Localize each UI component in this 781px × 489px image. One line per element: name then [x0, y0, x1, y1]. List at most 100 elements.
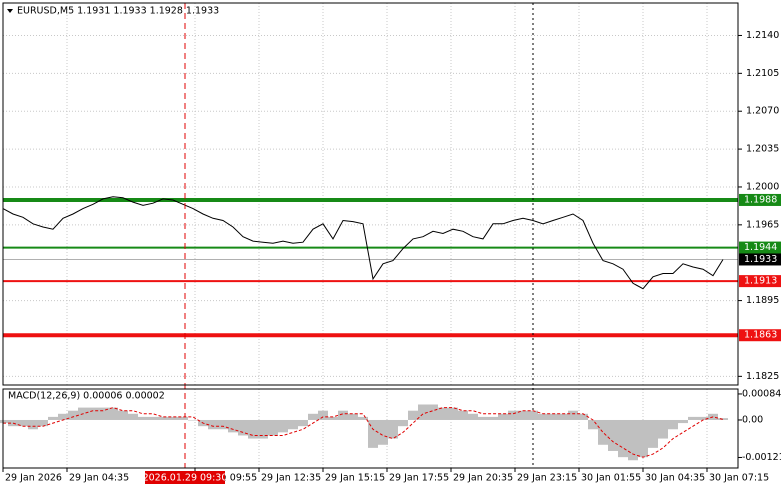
- histogram-bar: [298, 419, 308, 427]
- histogram-bar: [538, 413, 548, 420]
- histogram-bar: [8, 419, 18, 427]
- histogram-bar: [378, 419, 388, 445]
- histogram-bar: [558, 413, 568, 420]
- last-price-tag: [739, 253, 781, 266]
- x-tick-label: 29 Jan 17:55: [389, 473, 449, 484]
- y-tick-label: 0.00084: [742, 388, 781, 399]
- histogram-bar: [508, 410, 518, 420]
- histogram-bar: [468, 413, 478, 420]
- histogram-bar: [28, 419, 38, 430]
- histogram-bar: [518, 410, 528, 420]
- level-tag-label: 1.1913: [744, 276, 777, 287]
- histogram-bar: [618, 419, 628, 458]
- histogram-bar: [498, 413, 508, 420]
- x-tick-label: 29 Jan 12:35: [261, 473, 321, 484]
- histogram-bar: [268, 419, 278, 436]
- y-tick-label: 1.2035: [746, 144, 779, 155]
- histogram-bar: [88, 407, 98, 420]
- level-tag: [739, 241, 781, 254]
- histogram-bar: [0, 419, 8, 424]
- histogram-bar: [158, 416, 168, 420]
- histogram-bar: [48, 416, 58, 420]
- histogram-bar: [188, 419, 198, 421]
- macd-title: MACD(12,26,9) 0.00006 0.00002: [8, 391, 165, 402]
- x-tick-label: 30 Jan 01:55: [581, 473, 641, 484]
- histogram-bar: [368, 419, 378, 448]
- histogram-bar: [148, 416, 158, 420]
- histogram-bar: [248, 419, 258, 439]
- histogram-bar: [668, 419, 678, 430]
- histogram-bar: [678, 419, 688, 424]
- histogram-bar: [448, 407, 458, 420]
- histogram-bar: [38, 419, 48, 427]
- histogram-bar: [288, 419, 298, 430]
- histogram-bar: [218, 419, 228, 430]
- histogram-bar: [478, 416, 488, 420]
- histogram-bar: [408, 410, 418, 420]
- y-tick-label: 0.00: [742, 414, 763, 425]
- x-tick-label: 29 Jan 2026: [5, 473, 62, 484]
- y-tick-label: 1.2105: [746, 68, 779, 79]
- histogram-bar: [338, 410, 348, 420]
- histogram-bar: [418, 404, 428, 420]
- histogram-bar: [138, 416, 148, 420]
- x-tick-label: 29 Jan 04:35: [69, 473, 129, 484]
- x-tick-label: 30 Jan 07:15: [709, 473, 769, 484]
- macd-frame: [2, 388, 739, 469]
- histogram-bar: [698, 416, 708, 420]
- histogram-bar: [588, 419, 598, 430]
- price-panel: [2, 3, 738, 468]
- x-tick-label: 29 Jan 20:35: [453, 473, 513, 484]
- histogram-bar: [98, 407, 108, 420]
- histogram-bar: [178, 416, 188, 420]
- histogram-bar: [438, 407, 448, 420]
- histogram-bar: [608, 419, 618, 451]
- marker-label: 2026.01.29 09:30: [143, 473, 228, 484]
- histogram-bar: [578, 413, 588, 420]
- y-tick-label: 1.1895: [746, 295, 779, 306]
- histogram-bar: [388, 419, 398, 439]
- histogram-bar: [258, 419, 268, 439]
- histogram-bar: [18, 419, 28, 427]
- level-tag: [739, 329, 781, 342]
- x-tick-label: 30 Jan 04:35: [645, 473, 705, 484]
- level-tag: [739, 275, 781, 288]
- histogram-bar: [358, 416, 368, 420]
- menu-arrow[interactable]: [7, 9, 13, 13]
- chart-title: EURUSD,M5 1.1931 1.1933 1.1928 1.1933: [17, 6, 219, 17]
- x-tick-label: 29 Jan 09:55: [197, 473, 257, 484]
- histogram-bar: [428, 404, 438, 420]
- histogram-bar: [548, 413, 558, 420]
- histogram-bar: [528, 410, 538, 420]
- level-tag-label: 1.1863: [744, 330, 777, 341]
- level-tag-label: 1.1944: [744, 242, 777, 253]
- histogram-bar: [128, 413, 138, 420]
- macd-panel: [0, 389, 728, 468]
- histogram-bar: [488, 416, 498, 420]
- y-tick-label: 1.2070: [746, 106, 779, 117]
- histogram-bar: [278, 419, 288, 433]
- histogram-bar: [118, 410, 128, 420]
- histogram-bar: [348, 413, 358, 420]
- histogram-bar: [238, 419, 248, 436]
- price-line: [2, 196, 724, 290]
- x-tick-label: 29 Jan 15:15: [325, 473, 385, 484]
- histogram-bar: [568, 410, 578, 420]
- histogram-bar: [68, 410, 78, 420]
- x-tick-label: 29 Jan 23:15: [517, 473, 577, 484]
- level-tag: [739, 193, 781, 206]
- y-tick-label: 1.2140: [746, 30, 779, 41]
- histogram-bar: [228, 419, 238, 433]
- histogram-bar: [648, 419, 658, 448]
- level-tag-label: 1.1988: [744, 194, 777, 205]
- price-frame: [2, 2, 739, 386]
- marker-tag: [145, 471, 225, 484]
- histogram-bar: [718, 418, 728, 420]
- histogram-bar: [208, 419, 218, 430]
- y-tick-label: 1.1965: [746, 219, 779, 230]
- last-price-label: 1.1933: [744, 254, 777, 265]
- y-tick-label: 1.1825: [746, 371, 779, 382]
- histogram-bar: [328, 416, 338, 420]
